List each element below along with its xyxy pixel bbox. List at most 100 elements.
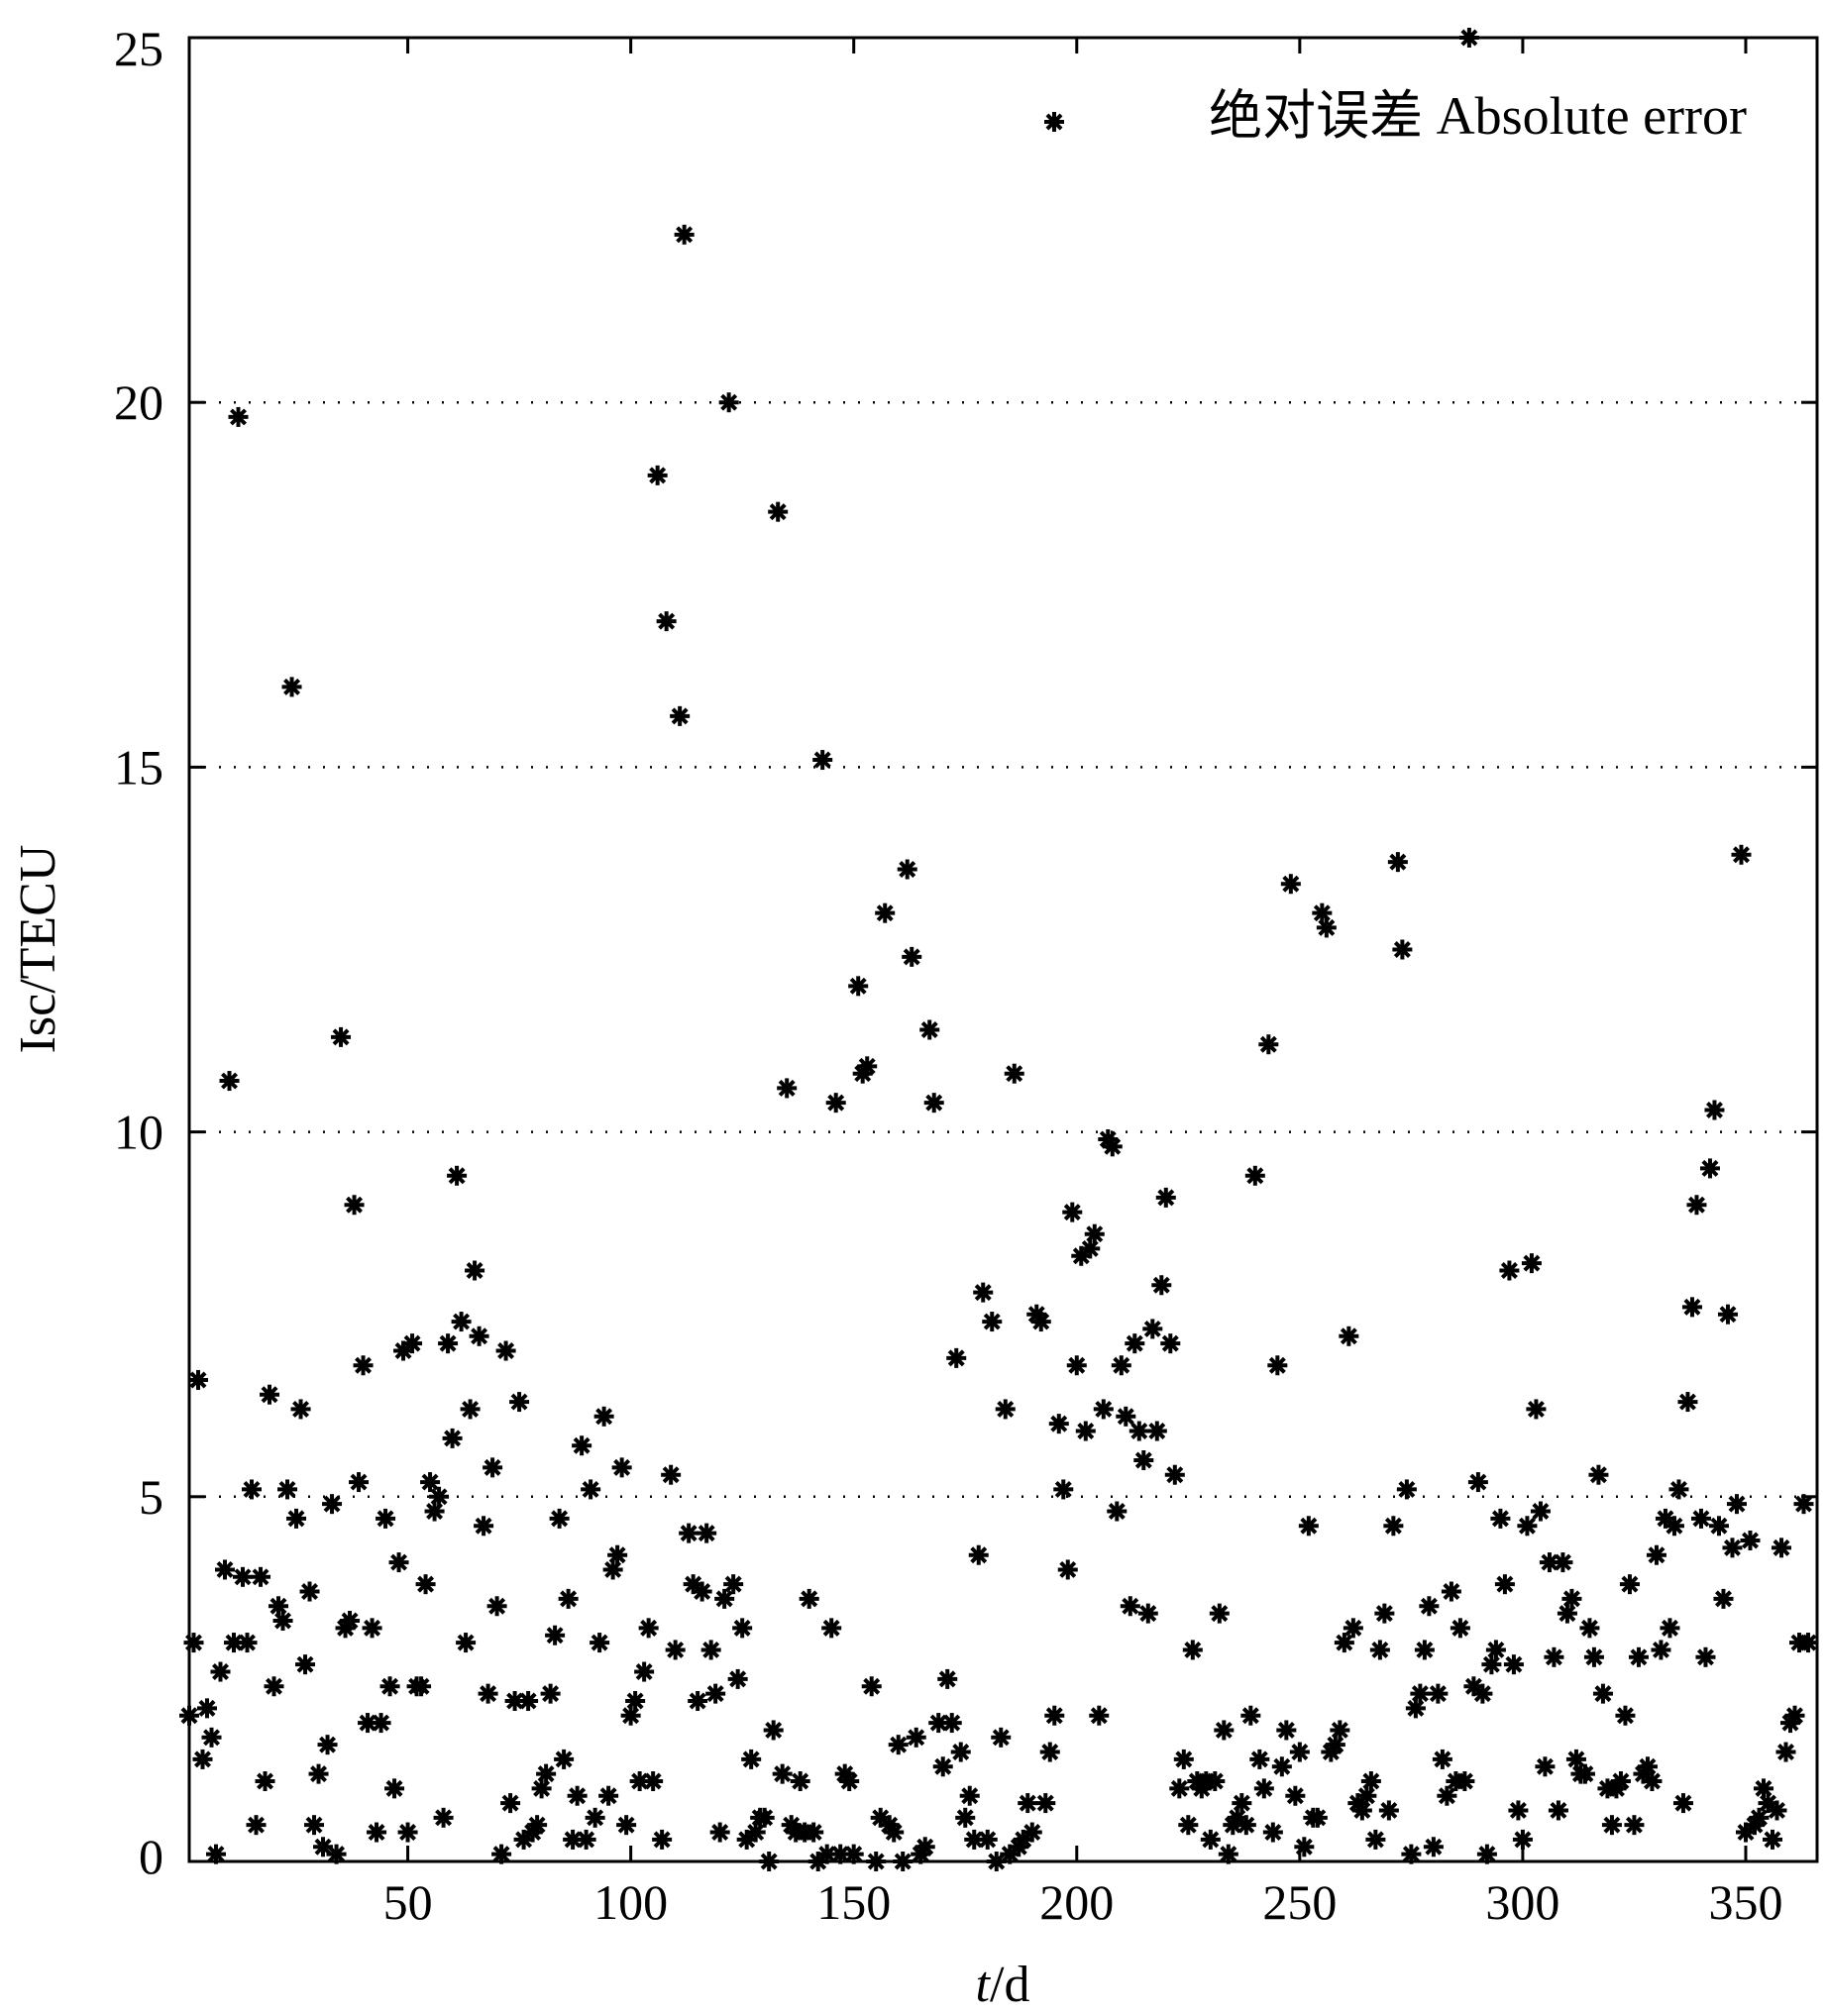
star-stroke [1336,1634,1353,1651]
data-point [1695,1646,1716,1667]
data-point [1651,1640,1671,1660]
star-stroke [1134,1451,1152,1469]
star-stroke [1625,1816,1643,1834]
star-stroke [546,1627,564,1645]
data-point [442,1428,463,1448]
star-stroke [1612,1772,1630,1790]
data-point [474,1516,494,1537]
x-tick-label: 250 [1262,1874,1337,1930]
star-stroke [533,1779,551,1797]
star-stroke [1478,1846,1496,1863]
data-point [1610,1770,1631,1791]
data-point [1173,1749,1194,1769]
data-point [246,1815,267,1836]
star-stroke [1420,1597,1438,1615]
star-stroke [239,1634,257,1651]
star-stroke [1657,1510,1674,1528]
data-point [1628,1646,1649,1667]
data-point [554,1749,575,1769]
data-point [290,1399,311,1420]
star-stroke [385,1779,403,1797]
data-point [1793,1494,1814,1515]
plot-area-frame [187,36,1819,1863]
star-stroke [341,1612,359,1630]
star-stroke [845,1846,863,1863]
star-stroke [1687,1196,1705,1214]
data-point [1294,1837,1315,1857]
data-point [656,611,677,632]
star-stroke [569,1787,587,1805]
data-point [1660,1618,1680,1639]
data-point [433,1807,454,1828]
data-point [1209,1603,1230,1624]
star-stroke [1755,1779,1773,1797]
star-stroke [715,1590,733,1608]
star-stroke [689,1692,706,1710]
data-point [237,1633,258,1653]
star-stroke [1184,1641,1202,1658]
data-point [1708,1516,1729,1537]
x-tick-label: 350 [1708,1874,1782,1930]
star-stroke [1353,1801,1371,1819]
star-stroke [1402,1846,1420,1863]
data-point [1717,1304,1738,1325]
star-stroke [1389,853,1407,871]
data-point [1151,1275,1172,1296]
data-point [1244,1165,1265,1186]
star-stroke [1117,1408,1134,1426]
star-stroke [1550,1801,1567,1819]
data-point [1374,1603,1395,1624]
data-point [1182,1640,1203,1660]
star-stroke [314,1838,332,1856]
star-stroke [599,1787,617,1805]
data-point [272,1610,293,1631]
data-point [322,1494,343,1515]
data-point [500,1793,521,1814]
star-stroke [1130,1423,1148,1440]
data-point [1664,1516,1684,1537]
x-axis-title-variable: t [976,1957,992,2013]
data-point [1316,917,1337,938]
star-stroke [1081,1239,1099,1257]
data-point [478,1683,498,1704]
star-stroke [1760,1794,1776,1812]
star-stroke [1250,1751,1268,1768]
data-point [897,859,917,880]
data-point [1120,1596,1140,1617]
x-axis-title-unit: /d [990,1957,1029,2013]
data-point [861,1676,882,1697]
data-point [1753,1778,1773,1799]
star-stroke [680,1525,698,1542]
star-stroke [323,1495,341,1513]
star-stroke [916,1838,934,1856]
data-point [914,1837,935,1857]
star-stroke [974,1284,992,1302]
data-point [260,1384,280,1405]
data-point [1517,1516,1538,1537]
data-point [1530,1501,1551,1522]
data-point [991,1727,1012,1748]
data-point [269,1596,289,1617]
data-point [1726,1494,1747,1515]
data-point [1128,1421,1149,1441]
data-point [745,1822,766,1843]
star-stroke [506,1692,524,1710]
star-stroke [840,1772,858,1790]
data-point [1539,1552,1559,1573]
star-stroke [1264,1824,1282,1842]
data-point [866,1852,887,1871]
data-point [1169,1778,1190,1799]
star-stroke [573,1436,591,1454]
star-stroke [274,1612,292,1630]
star-stroke [1639,1757,1657,1775]
data-point [634,1661,655,1682]
star-stroke [519,1692,537,1710]
star-stroke [698,1525,715,1542]
star-stroke [1152,1276,1170,1294]
data-point [602,1559,623,1580]
data-point [1472,1683,1493,1704]
data-point [1797,1633,1818,1653]
star-stroke [1268,1356,1286,1374]
star-stroke [403,1334,421,1352]
star-stroke [1554,1553,1571,1571]
